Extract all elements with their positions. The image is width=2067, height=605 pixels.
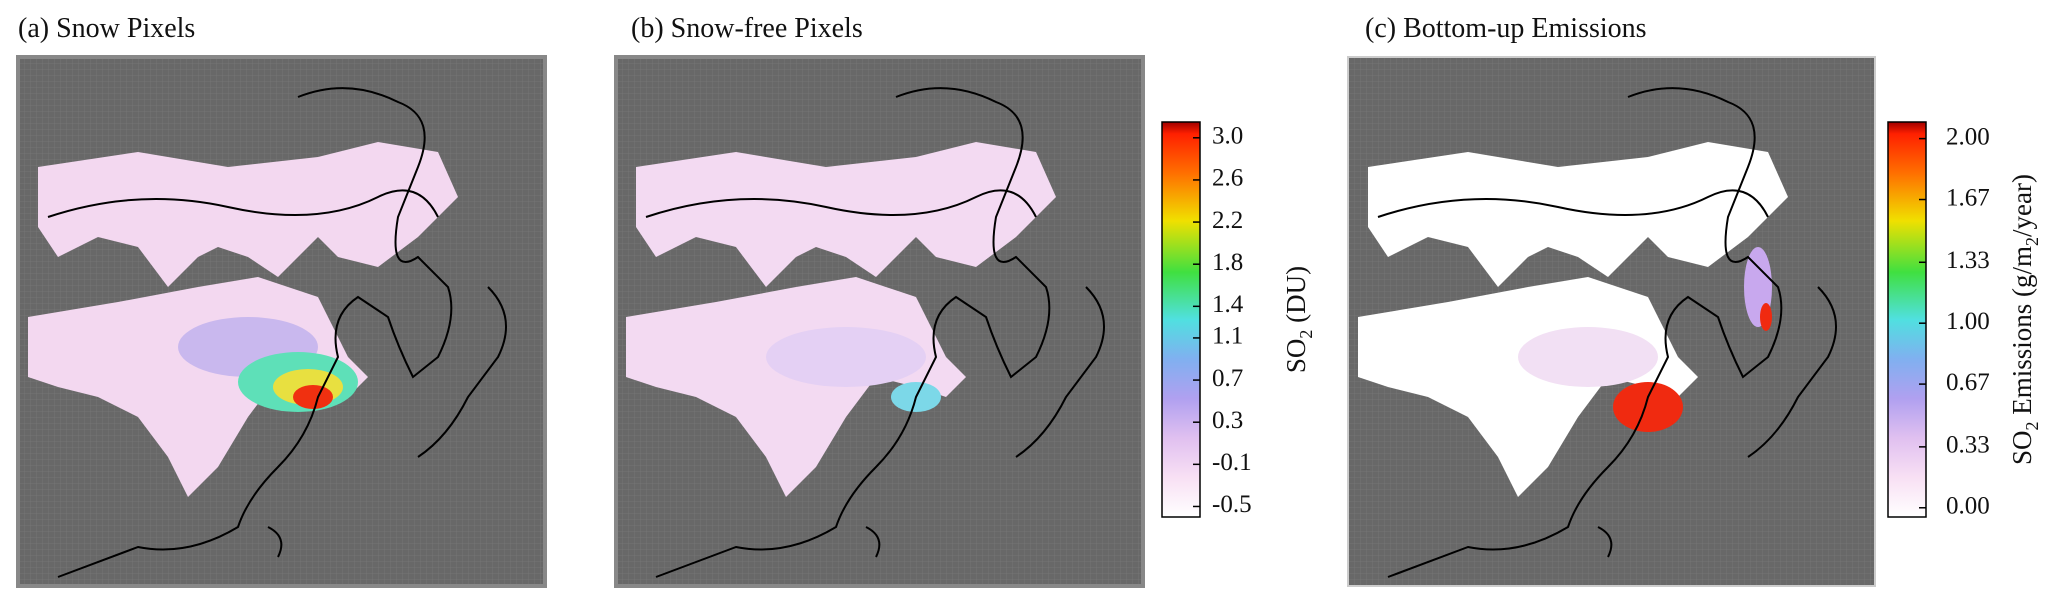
label-text: SO bbox=[2007, 430, 2037, 465]
tick-label: 1.4 bbox=[1212, 291, 1244, 318]
tick-label: 2.00 bbox=[1946, 123, 1990, 150]
tick-label: 0.3 bbox=[1212, 407, 1243, 434]
tick-label: 2.2 bbox=[1212, 207, 1243, 234]
label-subscript: 2 bbox=[2022, 421, 2042, 430]
label-text: (DU) bbox=[1281, 266, 1311, 330]
panel-title: (c) Bottom-up Emissions bbox=[1365, 13, 1647, 44]
panel-title: (a) Snow Pixels bbox=[18, 13, 195, 44]
tick-label: 1.67 bbox=[1946, 184, 1990, 211]
tick-label: 1.00 bbox=[1946, 308, 1990, 335]
map-c bbox=[1347, 56, 1876, 587]
tick-label: -0.1 bbox=[1212, 449, 1252, 476]
tick-label: 3.0 bbox=[1212, 123, 1243, 150]
tick-label: 1.33 bbox=[1946, 247, 1990, 274]
label-text: SO bbox=[1281, 339, 1311, 374]
tick-label: 0.00 bbox=[1946, 493, 1990, 520]
colorbar bbox=[1887, 121, 1927, 518]
colorbar-label: SO2 (DU) bbox=[1281, 266, 1316, 373]
tick-label: 2.6 bbox=[1212, 165, 1243, 192]
label-text: Emissions (g/m bbox=[2007, 246, 2037, 422]
panel-title: (b) Snow-free Pixels bbox=[631, 13, 863, 44]
tick-label: 1.8 bbox=[1212, 249, 1243, 276]
tick-label: 0.7 bbox=[1212, 365, 1243, 392]
label-subscript: 2 bbox=[1296, 330, 1316, 339]
tick-label: 1.1 bbox=[1212, 323, 1243, 350]
tick-label: -0.5 bbox=[1212, 491, 1252, 518]
tick-label: 0.67 bbox=[1946, 369, 1990, 396]
colorbar-label: SO2 Emissions (g/m2/year) bbox=[2007, 174, 2042, 465]
label-text: /year) bbox=[2007, 174, 2037, 237]
tick-label: 0.33 bbox=[1946, 432, 1990, 459]
colorbar bbox=[1161, 121, 1201, 518]
map-a bbox=[16, 55, 547, 588]
label-subscript: 2 bbox=[2022, 237, 2042, 246]
map-b bbox=[614, 55, 1145, 588]
